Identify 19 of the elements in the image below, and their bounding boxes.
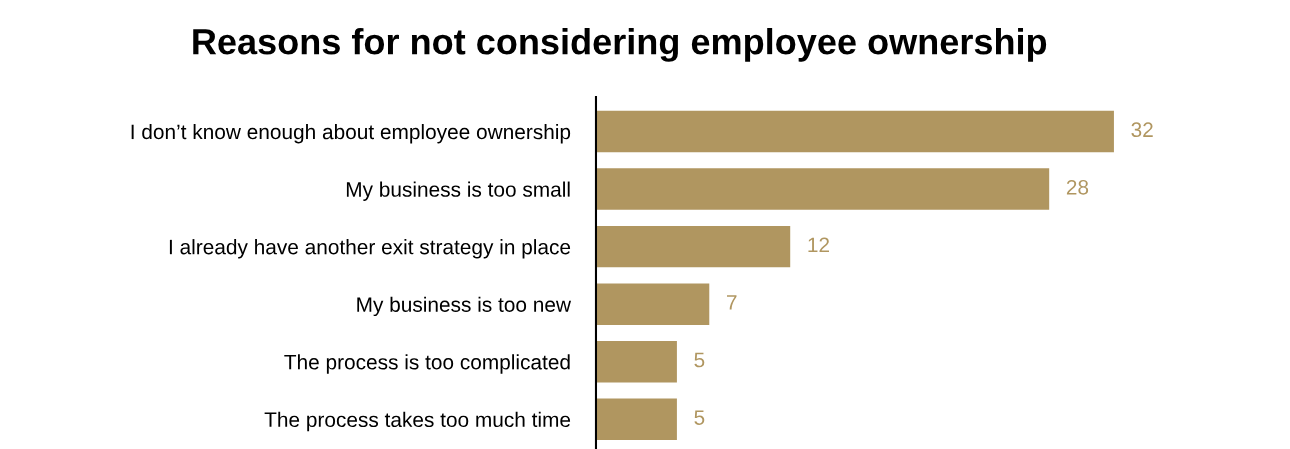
data-label: 28 [1066,179,1089,195]
y-tick-label: My business is too new [357,296,572,317]
bar [595,110,1114,153]
y-tick-label: The process takes too much time [264,411,571,432]
y-tick-label: My business is too small [346,181,570,201]
chart-title: Reasons for not considering employee ownership [193,27,1047,62]
bar [595,168,1050,210]
bar [595,398,677,441]
y-tick-label: The process is too complicated [284,354,570,374]
bar [595,283,710,325]
data-label: 5 [694,352,705,368]
data-label: 12 [808,237,830,253]
bar [595,225,791,268]
data-label: 7 [727,295,737,310]
data-label: 5 [694,410,705,425]
bar [595,341,677,383]
data-label: 32 [1131,122,1153,138]
y-tick-label: I already have another exit strategy in place [169,239,571,259]
y-tick-label: I don’t know enough about employee ownership [131,123,571,144]
